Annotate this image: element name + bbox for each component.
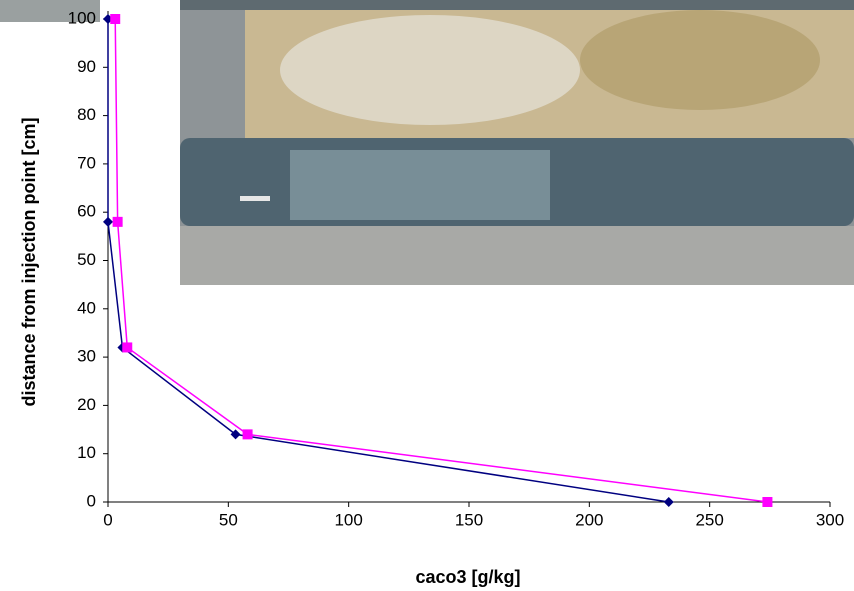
- y-tick-label: 100: [68, 8, 96, 27]
- point-marker: [110, 14, 120, 24]
- point-marker: [113, 217, 123, 227]
- y-axis-label: distance from injection point [cm]: [19, 117, 39, 406]
- photo-inset: [180, 0, 854, 285]
- y-tick-label: 30: [77, 347, 96, 366]
- y-tick-label: 40: [77, 298, 96, 317]
- y-tick-label: 0: [87, 491, 96, 510]
- point-marker: [664, 497, 674, 507]
- y-tick-label: 70: [77, 153, 96, 172]
- x-tick-label: 300: [816, 510, 844, 529]
- y-tick-label: 90: [77, 57, 96, 76]
- y-tick-label: 20: [77, 395, 96, 414]
- point-marker: [762, 497, 772, 507]
- x-tick-label: 250: [695, 510, 723, 529]
- x-tick-label: 150: [455, 510, 483, 529]
- y-tick-label: 50: [77, 250, 96, 269]
- point-marker: [103, 217, 113, 227]
- x-tick-label: 50: [219, 510, 238, 529]
- y-tick-label: 80: [77, 105, 96, 124]
- point-marker: [122, 342, 132, 352]
- y-tick-label: 10: [77, 443, 96, 462]
- x-tick-label: 0: [103, 510, 112, 529]
- x-tick-label: 100: [334, 510, 362, 529]
- x-tick-label: 200: [575, 510, 603, 529]
- x-axis-label: caco3 [g/kg]: [415, 567, 520, 587]
- chart: caco3 [g/kg] distance from injection poi…: [0, 0, 854, 591]
- point-marker: [243, 429, 253, 439]
- y-tick-label: 60: [77, 202, 96, 221]
